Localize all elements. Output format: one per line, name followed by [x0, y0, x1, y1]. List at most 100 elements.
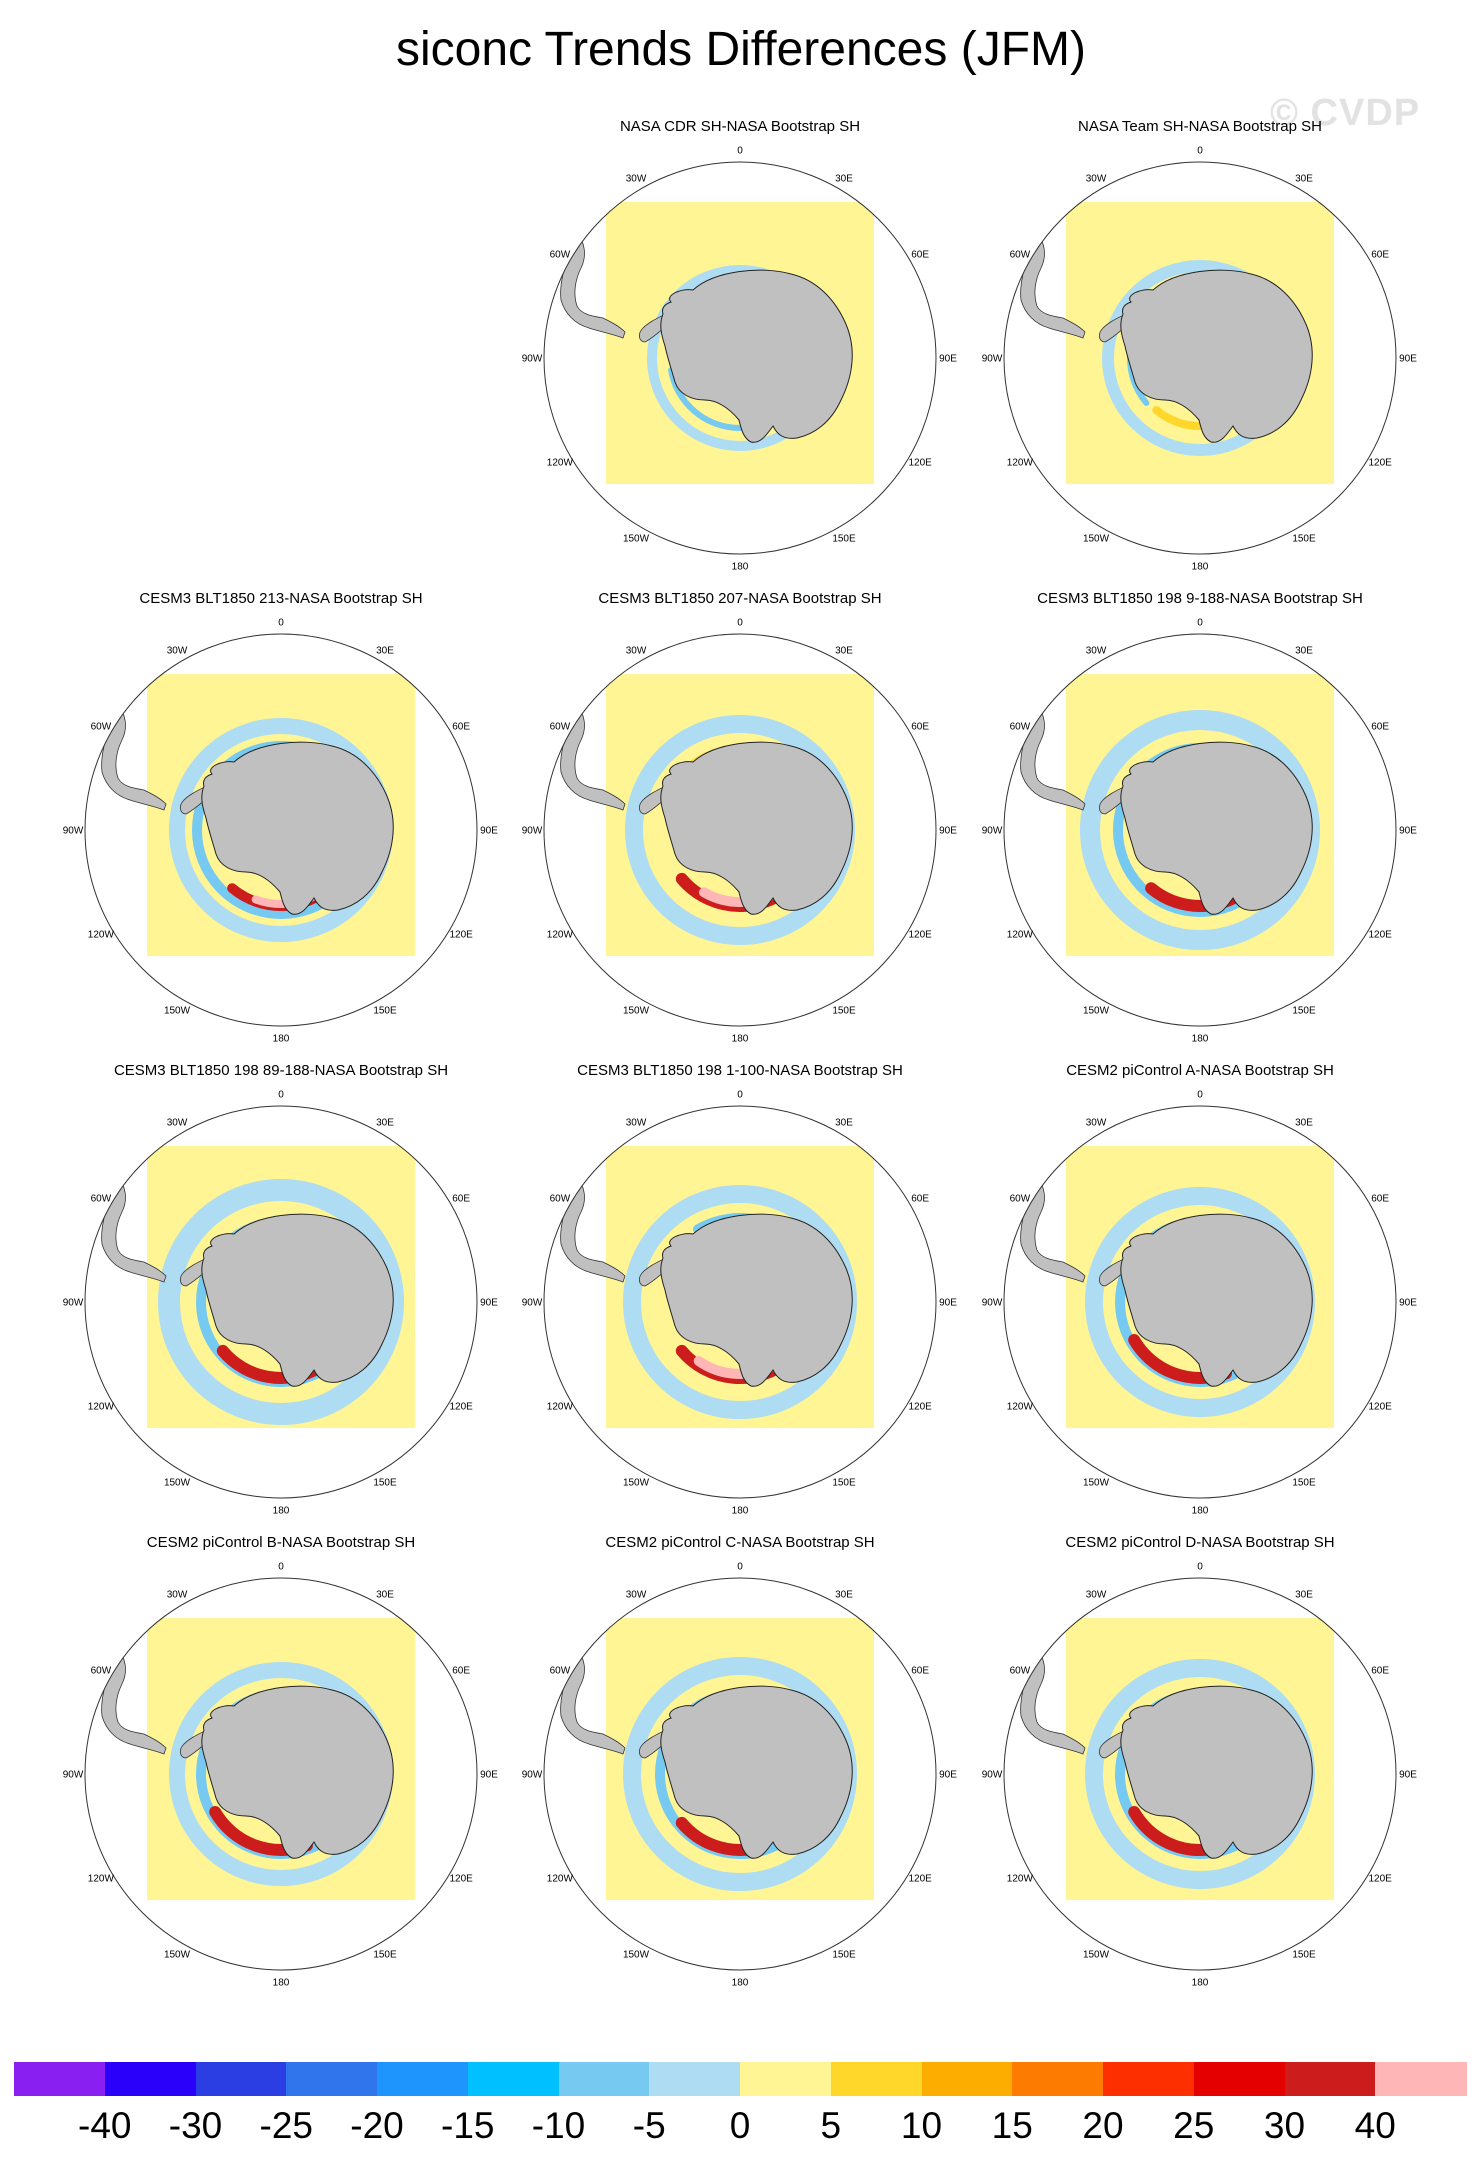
longitude-label: 120W [547, 930, 574, 941]
south-america-land [560, 233, 626, 339]
map-panel: CESM3 BLT1850 213-NASA Bootstrap SH 0 30E… [56, 590, 506, 1050]
longitude-label: 90E [939, 826, 957, 837]
map-field [560, 674, 936, 997]
longitude-label: 0 [1197, 146, 1203, 157]
panel-title: CESM3 BLT1850 198 9-188-NASA Bootstrap S… [1037, 590, 1363, 607]
map-boundary [84, 1105, 478, 1499]
longitude-label: 120W [88, 1402, 115, 1413]
south-america-land [560, 1177, 626, 1283]
colorbar-tick-label: -5 [632, 2105, 666, 2146]
polar-map: 0 30E 60E 90E 120E 150E 180 150W 120W 90W 60W 30W [982, 618, 1418, 1045]
map-panel: CESM2 piControl A-NASA Bootstrap SH 0 30E… [975, 1062, 1425, 1522]
panel-title: CESM2 piControl D-NASA Bootstrap SH [1065, 1534, 1335, 1551]
polar-map: 0 30E 60E 90E 120E 150E 180 150W 120W 90W 60W 30W [63, 1090, 499, 1517]
anomaly-band [1079, 710, 1320, 950]
longitude-label: 60E [911, 1194, 929, 1205]
colorbar-swatch [1103, 2062, 1195, 2096]
map-panel: CESM3 BLT1850 198 1-100-NASA Bootstrap S… [515, 1062, 965, 1522]
cvdp-watermark: © CVDP [1270, 92, 1421, 134]
colorbar-swatch [921, 2062, 1013, 2096]
south-america-land [101, 1649, 167, 1755]
longitude-label: 180 [732, 1034, 749, 1045]
longitude-label: 180 [1192, 1506, 1209, 1517]
panel-title: CESM3 BLT1850 198 89-188-NASA Bootstrap … [113, 1062, 449, 1079]
anomaly-band [157, 1179, 404, 1425]
colorbar-tick-label: -20 [350, 2105, 404, 2146]
colorbar-tick-label: -25 [259, 2105, 313, 2146]
map-boundary [84, 633, 478, 1027]
antarctica-land [201, 1213, 394, 1387]
south-america-land [1020, 233, 1086, 339]
longitude-label: 180 [1192, 562, 1209, 573]
map-boundary [84, 1577, 478, 1971]
map-field [101, 1146, 477, 1469]
longitude-label: 90E [480, 1770, 498, 1781]
longitude-label: 60E [452, 1666, 470, 1677]
longitude-label: 150E [373, 1478, 397, 1489]
colorbar-swatch [740, 2062, 832, 2096]
longitude-label: 0 [737, 146, 743, 157]
south-america-land [101, 705, 167, 811]
longitude-label: 30E [376, 1589, 394, 1600]
polar-map: 0 30E 60E 90E 120E 150E 180 150W 120W 90W 60W 30W [982, 1562, 1418, 1989]
colorbar-tick-label: -10 [531, 2105, 586, 2146]
map-boundary [1003, 1577, 1397, 1971]
longitude-label: 90E [939, 1770, 957, 1781]
longitude-label: 60W [1010, 250, 1031, 261]
panel-title: CESM2 piControl A-NASA Bootstrap SH [1066, 1062, 1334, 1079]
longitude-label: 120W [1007, 1402, 1034, 1413]
longitude-label: 150W [623, 1006, 650, 1017]
colorbar-tick-label: 25 [1173, 2105, 1215, 2146]
colorbar-swatch [1193, 2062, 1285, 2096]
longitude-label: 120W [547, 1874, 574, 1885]
longitude-label: 150E [1292, 534, 1316, 545]
longitude-label: 30E [1295, 173, 1313, 184]
longitude-label: 150W [164, 1478, 191, 1489]
longitude-label: 90E [1399, 1770, 1417, 1781]
panel-title: NASA CDR SH-NASA Bootstrap SH [619, 118, 861, 135]
antarctica-land [1120, 1213, 1313, 1387]
map-field [1020, 1146, 1396, 1469]
longitude-label: 120E [449, 1874, 473, 1885]
map-panel: CESM3 BLT1850 198 9-188-NASA Bootstrap S… [975, 590, 1425, 1050]
new-zealand-land [926, 481, 936, 525]
map-field [560, 1618, 936, 1941]
anomaly-band [1128, 1806, 1220, 1856]
new-zealand-land [467, 1425, 477, 1469]
colorbar-swatch [195, 2062, 287, 2096]
longitude-label: 180 [273, 1034, 290, 1045]
longitude-label: 180 [1192, 1034, 1209, 1045]
longitude-label: 120W [1007, 458, 1034, 469]
longitude-label: 30W [1086, 1589, 1107, 1600]
longitude-label: 30E [1295, 1589, 1313, 1600]
map-field [101, 1618, 477, 1941]
anomaly-band [1084, 1187, 1315, 1417]
longitude-label: 150W [164, 1950, 191, 1961]
map-field [1020, 1618, 1396, 1941]
figure-title: siconc Trends Differences (JFM) [396, 23, 1086, 76]
new-zealand-land [1386, 1897, 1396, 1941]
map-boundary [1003, 161, 1397, 555]
panel-title: CESM3 BLT1850 198 1-100-NASA Bootstrap S… [577, 1062, 903, 1079]
longitude-label: 120E [1368, 930, 1392, 941]
longitude-label: 60W [91, 1194, 112, 1205]
panel-title: CESM3 BLT1850 207-NASA Bootstrap SH [598, 590, 882, 607]
longitude-label: 120E [908, 458, 932, 469]
longitude-label: 90W [63, 826, 84, 837]
colorbar-tick-label: 5 [820, 2105, 842, 2146]
panel-title: CESM2 piControl B-NASA Bootstrap SH [146, 1534, 416, 1551]
longitude-label: 0 [1197, 1090, 1203, 1101]
colorbar [14, 2062, 1467, 2096]
polar-map: 0 30E 60E 90E 120E 150E 180 150W 120W 90W 60W 30W [522, 146, 958, 573]
longitude-label: 120E [1368, 1874, 1392, 1885]
longitude-label: 150W [623, 1478, 650, 1489]
longitude-label: 120E [908, 1402, 932, 1413]
map-field [101, 674, 477, 997]
longitude-label: 90E [480, 1298, 498, 1309]
antarctica-land [1120, 269, 1313, 443]
map-panel: NASA Team SH-NASA Bootstrap SH 0 30E 60E 90… [975, 118, 1425, 578]
longitude-label: 60E [1371, 722, 1389, 733]
longitude-label: 150W [164, 1006, 191, 1017]
map-panel: CESM3 BLT1850 198 89-188-NASA Bootstrap … [56, 1062, 506, 1522]
longitude-label: 90W [982, 1770, 1003, 1781]
